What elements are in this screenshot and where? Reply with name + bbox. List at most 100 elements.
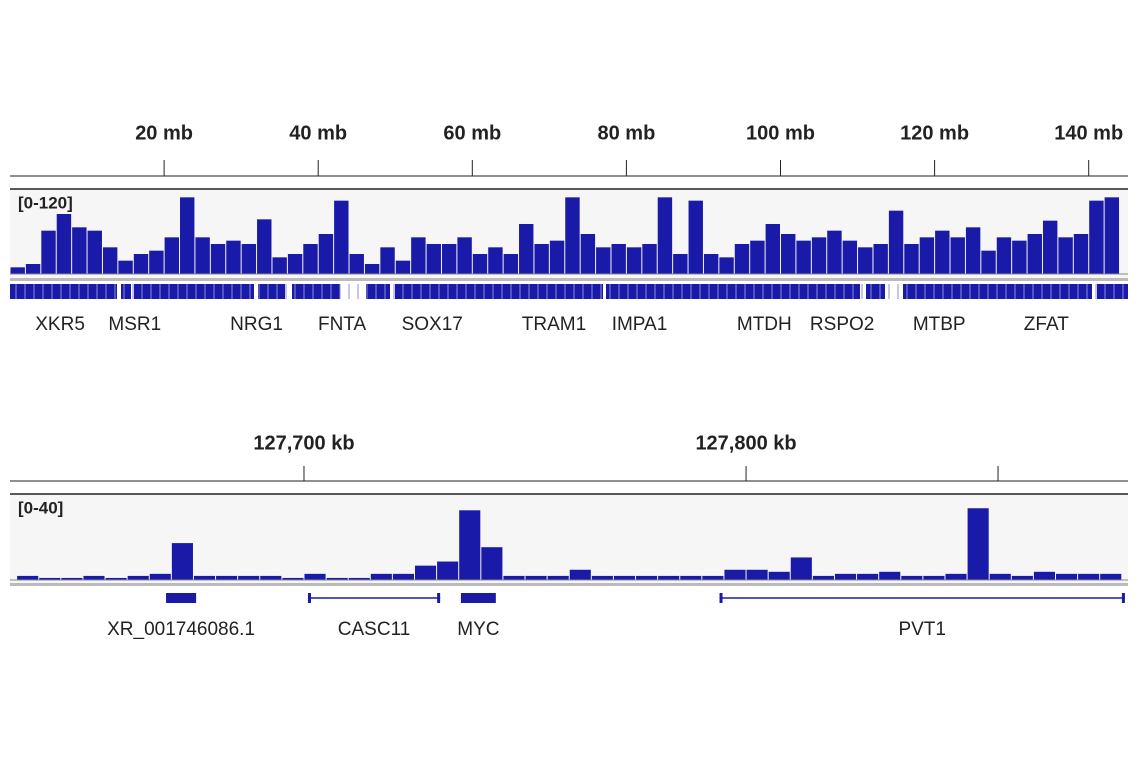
coverage-bar [395,260,411,274]
x-tick-label: 127,700 kb [253,432,354,454]
coverage-bar [1033,571,1056,580]
coverage-bar [1078,573,1100,580]
coverage-bar [950,237,965,274]
coverage-bar [904,244,919,274]
coverage-bar [534,244,549,274]
coverage-bar [334,200,349,274]
gene-label: MSR1 [108,314,161,335]
coverage-bar [781,234,796,274]
coverage-bar [996,237,1012,274]
coverage-bar [1042,220,1058,274]
feature-gap [285,284,292,299]
coverage-bar [17,575,39,580]
coverage-bar [790,557,812,580]
coverage-bar [1104,197,1120,274]
coverage-bar [503,575,525,580]
track-background [10,494,1128,585]
coverage-bar [873,244,888,274]
coverage-bar [719,257,734,274]
coverage-bar [658,575,680,580]
gene-label: PVT1 [898,619,946,640]
coverage-bar [287,254,303,274]
coverage-bar [392,573,414,580]
gene-label: MTBP [913,314,966,335]
coverage-bar [519,224,534,274]
coverage-bar [10,267,25,274]
coverage-bar [734,244,750,274]
coverage-bar [750,240,765,274]
gene-label: RSPO2 [810,314,874,335]
coverage-bar [613,575,636,580]
coverage-bar [426,244,441,274]
coverage-bar [210,244,226,274]
coverage-bar [437,561,459,580]
coverage-bar [549,240,565,274]
gene-label: XKR5 [35,314,85,335]
coverage-bar [25,264,41,274]
gene-label: TRAM1 [522,314,586,335]
coverage-bar [547,575,569,580]
coverage-bar [1100,573,1122,580]
x-tick-label: 127,800 kb [695,432,796,454]
gene-label: CASC11 [338,619,411,640]
coverage-bar [118,260,133,274]
track-separator [10,278,1128,281]
coverage-bar [260,575,282,580]
coverage-bar [303,244,318,274]
coverage-bar [149,573,171,580]
feature-gap [117,284,121,299]
coverage-bar [1058,237,1073,274]
feature-gap [340,284,366,299]
coverage-bar [127,575,149,580]
coverage-bar [768,571,790,580]
coverage-bar [414,565,437,580]
coverage-bar [811,237,827,274]
coverage-bar [1027,234,1042,274]
gene-label: MYC [457,619,499,640]
coverage-bar [1012,240,1027,274]
coverage-bar [525,575,547,580]
coverage-bar [304,573,326,580]
coverage-bar [272,257,287,274]
coverage-bar [945,573,967,580]
coverage-bar [226,240,241,274]
coverage-bar [41,230,56,274]
coverage-bar [888,210,904,274]
coverage-bar [348,577,370,580]
coverage-bar [965,227,981,274]
coverage-bar [688,200,703,274]
gene-label: IMPA1 [612,314,668,335]
gene-label: FNTA [318,314,367,335]
feature-gap [390,284,395,299]
gene-body [166,593,197,603]
x-tick-label: 20 mb [135,122,193,144]
coverage-bar [282,577,304,580]
coverage-bar [241,244,257,274]
coverage-bar [724,569,746,580]
coverage-bar [1056,573,1078,580]
coverage-bar [164,237,180,274]
coverage-bar [61,577,83,580]
coverage-bar [171,543,193,580]
coverage-bar [967,508,989,580]
coverage-bar [87,230,102,274]
coverage-bar [370,573,392,580]
feature-gap [603,284,606,299]
gene-label: ZFAT [1024,314,1069,335]
coverage-bar [488,247,503,274]
coverage-bar [459,510,481,580]
coverage-bar [457,237,472,274]
coverage-bar [349,254,364,274]
coverage-bar [569,569,591,580]
coverage-bar [580,234,596,274]
coverage-bar [238,575,260,580]
feature-gap [1092,284,1097,299]
coverage-bar [193,575,216,580]
gene-label: SOX17 [402,314,463,335]
coverage-bar [180,197,195,274]
gene-exon [1121,593,1125,603]
coverage-bar [102,247,118,274]
gene-body [460,593,496,603]
data-range: [0-120] [18,193,73,212]
